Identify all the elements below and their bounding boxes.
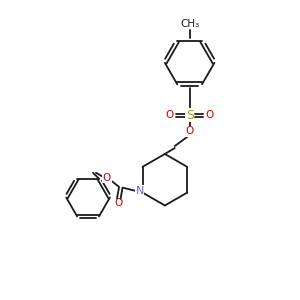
Text: O: O — [166, 110, 174, 120]
Text: S: S — [186, 109, 194, 122]
Text: O: O — [185, 126, 194, 136]
Text: CH₃: CH₃ — [180, 19, 199, 29]
Text: O: O — [205, 110, 214, 120]
Text: N: N — [135, 186, 144, 196]
Text: O: O — [115, 199, 123, 208]
Text: O: O — [103, 173, 111, 183]
